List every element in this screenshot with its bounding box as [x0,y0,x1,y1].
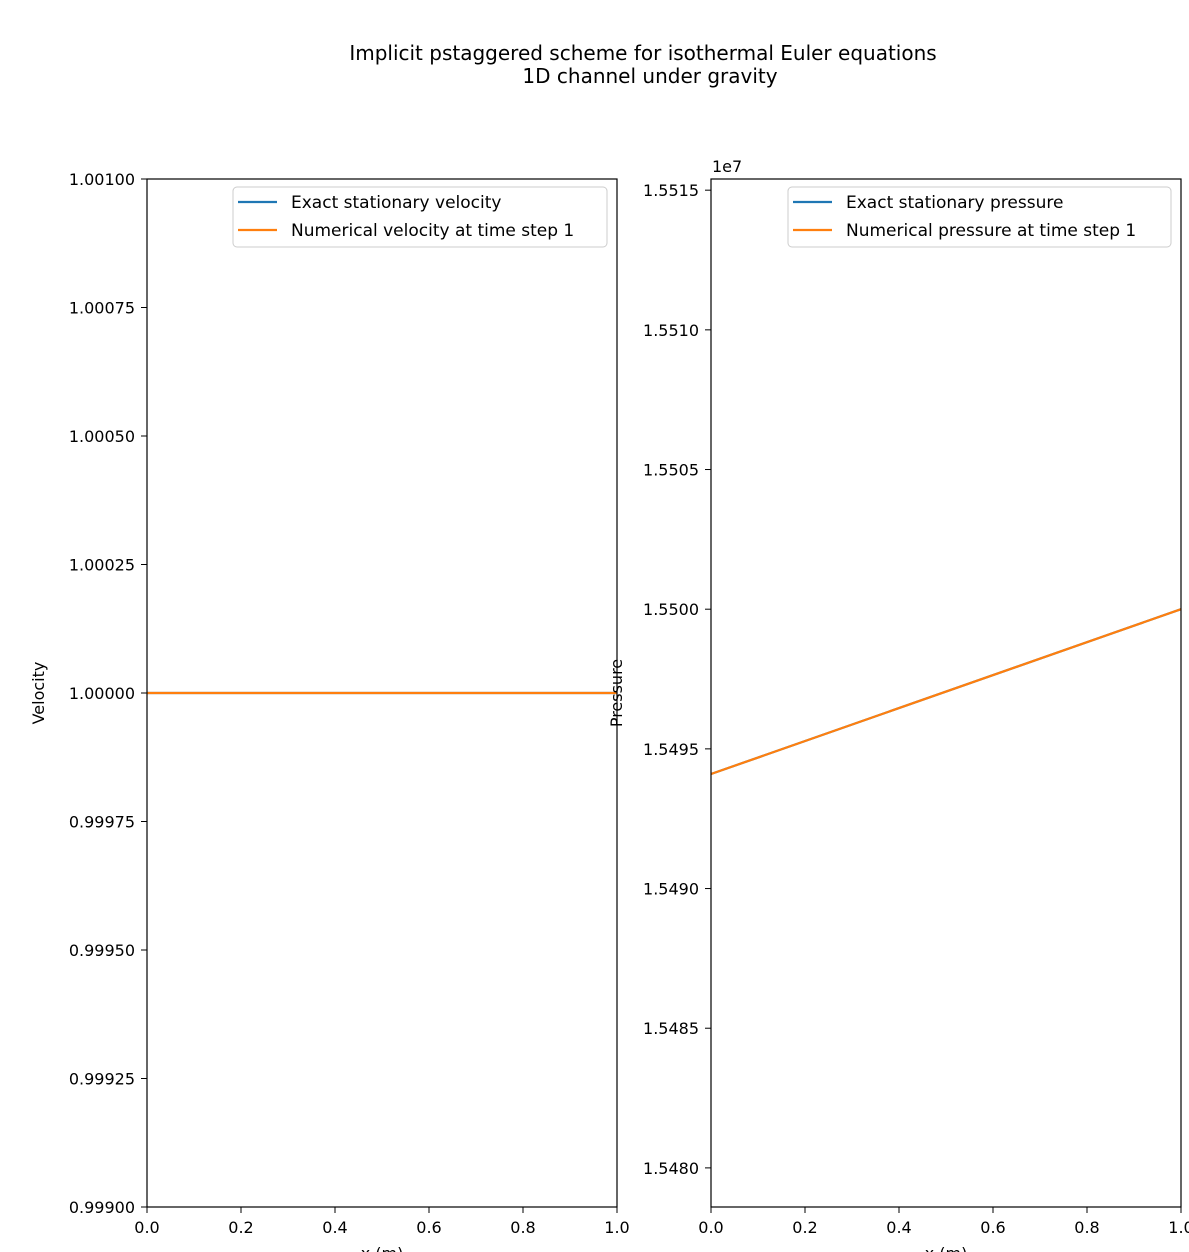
y-tick-label: 0.99975 [69,813,135,832]
y-tick-label: 0.99925 [69,1070,135,1089]
x-tick-label: 0.8 [510,1218,535,1237]
x-axis-label: x (m) [925,1244,968,1252]
y-tick-label: 1.00025 [69,556,135,575]
y-tick-label: 1.5490 [643,880,699,899]
legend-box [232,186,608,248]
x-tick-label: 0.6 [416,1218,441,1237]
y-tick-label: 1.5500 [643,600,699,619]
y-tick-label: 1.00075 [69,299,135,318]
x-tick-label: 0.2 [792,1218,817,1237]
x-tick-label: 0.0 [134,1218,159,1237]
y-axis-label: Velocity [29,662,48,725]
y-tick-label: 1.00100 [69,170,135,189]
velocity-plot: 0.0 0.2 0.4 0.6 0.8 1.0 0.99900 0.99925 0.99950 0… [29,170,630,1252]
y-tick-label: 1.5515 [643,181,699,200]
axes-frame [710,178,1182,1208]
axes-frame [146,178,618,1208]
figure-title-line2: 1D channel under gravity [522,64,777,88]
x-axis-label: x (m) [361,1244,404,1252]
figure-title-line1: Implicit pstaggered scheme for isotherma… [349,41,936,65]
y-tick-label: 1.5495 [643,740,699,759]
legend-entry: Numerical pressure at time step 1 [846,221,1136,241]
x-tick-label: 0.2 [228,1218,253,1237]
y-tick-label: 1.5505 [643,461,699,480]
y-tick-label: 1.00050 [69,427,135,446]
legend-entry: Numerical velocity at time step 1 [291,221,574,241]
legend-box [787,186,1172,248]
legend-entry: Exact stationary pressure [846,193,1063,213]
x-tick-label: 0.0 [698,1218,723,1237]
x-tick-label: 0.8 [1074,1218,1099,1237]
x-tick-label: 0.4 [886,1218,911,1237]
y-tick-label: 1.5510 [643,321,699,340]
y-tick-label: 0.99900 [69,1198,135,1217]
x-tick-label: 0.4 [322,1218,347,1237]
y-tick-label: 1.5480 [643,1159,699,1178]
y-axis-label: Pressure [607,659,626,727]
y-offset-label: 1e7 [712,157,742,176]
x-tick-label: 1.0 [604,1218,629,1237]
y-tick-label: 1.5485 [643,1019,699,1038]
x-tick-label: 0.6 [980,1218,1005,1237]
legend: Exact stationary velocity Numerical veloc… [232,186,608,248]
series-line-1 [711,608,1181,776]
x-tick-label: 1.0 [1168,1218,1189,1237]
legend: Exact stationary pressure Numerical press… [787,186,1172,248]
legend-entry: Exact stationary velocity [291,193,501,213]
y-tick-label: 0.99950 [69,941,135,960]
pressure-plot: 0.0 0.2 0.4 0.6 0.8 1.0 1.5480 1.5485 1.5490 1.54… [607,157,1189,1252]
y-tick-label: 1.00000 [69,684,135,703]
